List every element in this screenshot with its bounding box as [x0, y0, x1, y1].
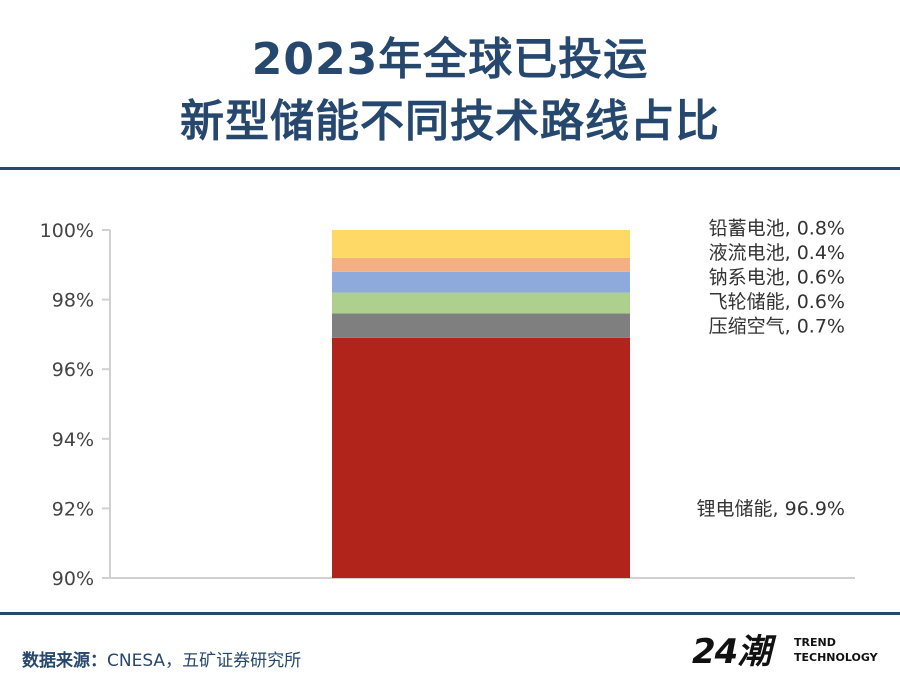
source-text: CNESA，五矿证券研究所	[107, 651, 302, 671]
data-source: 数据来源：CNESA，五矿证券研究所	[22, 646, 301, 671]
bar-segment	[332, 337, 630, 578]
logo-mark: 24潮	[692, 632, 771, 672]
bar-segment	[332, 230, 630, 258]
source-label: 数据来源：	[22, 651, 107, 671]
bar-segment	[332, 271, 630, 293]
page-title: 2023年全球已投运	[251, 34, 649, 85]
bar-segment	[332, 292, 630, 314]
bar-segment	[332, 257, 630, 272]
y-tick-label: 96%	[52, 359, 94, 381]
stacked-bar-chart: 90% 92% 94% 96% 98% 100% 锂电储能, 96.9% 压缩空气, 0.7%…	[40, 218, 855, 590]
page-subtitle: 新型储能不同技术路线占比	[180, 96, 720, 147]
logo-wordmark: TREND TECHNOLOGY	[794, 635, 878, 665]
segment-label: 钠系电池, 0.6%	[709, 267, 845, 289]
brand-logo: 24潮 TREND TECHNOLOGY	[692, 632, 882, 672]
bar-segment	[332, 313, 630, 338]
footer-divider	[0, 612, 900, 615]
segment-label: 压缩空气, 0.7%	[709, 316, 845, 338]
segment-label: 液流电池, 0.4%	[709, 242, 845, 264]
header-divider	[0, 167, 900, 170]
y-tick-label: 100%	[40, 220, 94, 242]
logo-line-trend: TREND	[794, 636, 836, 649]
segment-label: 铅蓄电池, 0.8%	[709, 218, 845, 240]
logo-line-technology: TECHNOLOGY	[794, 651, 878, 664]
segment-label: 飞轮储能, 0.6%	[709, 291, 845, 313]
segment-label: 锂电储能, 96.9%	[697, 498, 845, 520]
y-tick-label: 94%	[52, 429, 94, 451]
y-tick-label: 98%	[52, 290, 94, 312]
y-tick-label: 90%	[52, 568, 94, 590]
y-tick-label: 92%	[52, 498, 94, 520]
